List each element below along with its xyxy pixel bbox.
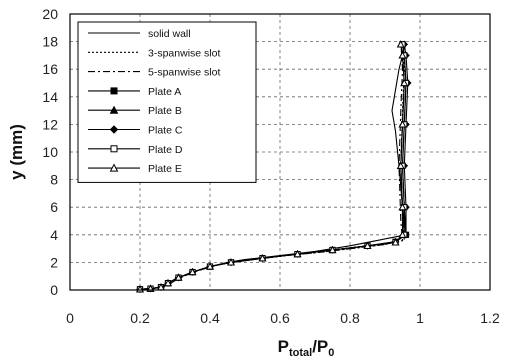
data-point-marker xyxy=(109,163,119,172)
y-axis-title: y (mm) xyxy=(7,124,26,180)
legend-label: Plate E xyxy=(148,163,182,175)
data-point-marker xyxy=(398,203,407,211)
data-point-marker xyxy=(396,40,405,48)
x-tick-label: 0.4 xyxy=(200,310,220,326)
data-point-marker xyxy=(398,230,407,238)
y-tick-label: 6 xyxy=(50,199,58,215)
legend-label: Plate B xyxy=(148,105,182,117)
legend-label: solid wall xyxy=(148,28,191,40)
legend: solid wall 3-spanwise slot 5-spanwise slot… xyxy=(77,21,257,183)
legend-label: Plate C xyxy=(148,125,183,137)
legend-label: Plate D xyxy=(148,144,183,156)
x-tick-label: 1 xyxy=(416,310,424,326)
data-point-marker xyxy=(258,254,267,262)
data-point-marker xyxy=(400,78,409,87)
data-point-marker xyxy=(109,105,119,114)
data-point-marker xyxy=(110,87,118,95)
y-tick-label: 0 xyxy=(50,282,58,298)
y-tick-label: 4 xyxy=(50,227,58,243)
data-point-marker xyxy=(174,273,183,281)
data-point-marker xyxy=(110,145,118,153)
legend-box xyxy=(77,21,257,183)
legend-label: 3-spanwise slot xyxy=(148,47,220,59)
x-tick-labels: 0 0.2 0.4 0.6 0.8 1 1.2 xyxy=(66,310,500,326)
data-point-marker xyxy=(206,262,214,270)
x-tick-label: 0.6 xyxy=(270,310,290,326)
plot-frame xyxy=(69,13,491,291)
y-tick-label: 20 xyxy=(42,6,58,22)
grid xyxy=(70,14,490,290)
plot-series xyxy=(136,40,412,294)
data-point-marker xyxy=(109,125,119,134)
data-point-marker xyxy=(363,241,372,249)
y-tick-label: 8 xyxy=(50,172,58,188)
x-tick-label: 0.8 xyxy=(340,310,360,326)
data-point-marker xyxy=(227,258,235,266)
legend-label: Plate A xyxy=(148,86,181,98)
legend-label: 5-spanwise slot xyxy=(148,67,220,79)
data-point-marker xyxy=(328,245,337,254)
x-axis-title: Ptotal/P0 xyxy=(278,337,335,359)
y-tick-label: 18 xyxy=(42,34,58,50)
data-point-marker xyxy=(391,238,400,246)
y-tick-label: 12 xyxy=(42,116,58,132)
y-tick-label: 10 xyxy=(42,144,58,160)
y-tick-label: 14 xyxy=(42,89,58,105)
data-point-marker xyxy=(293,249,302,258)
y-tick-label: 2 xyxy=(50,254,58,270)
x-tick-label: 0 xyxy=(66,310,74,326)
y-tick-labels: 0 2 4 6 8 10 12 14 16 18 20 xyxy=(42,6,58,298)
y-tick-label: 16 xyxy=(42,61,58,77)
data-point-marker xyxy=(164,278,172,287)
x-tick-label: 0.2 xyxy=(130,310,150,326)
x-tick-label: 1.2 xyxy=(480,310,500,326)
series-8 xyxy=(136,40,409,293)
data-point-marker xyxy=(396,161,405,169)
data-point-marker xyxy=(398,51,407,59)
data-point-marker xyxy=(398,120,407,128)
data-point-marker xyxy=(188,267,197,276)
